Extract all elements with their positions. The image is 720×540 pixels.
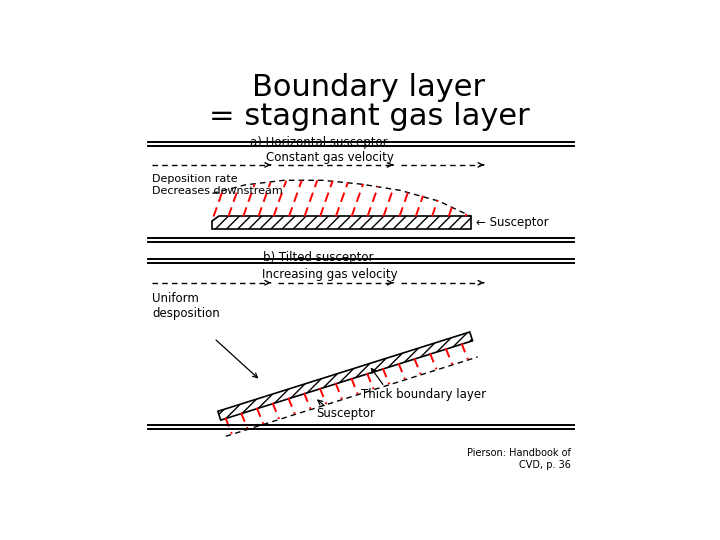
Text: Boundary layer: Boundary layer — [253, 72, 485, 102]
Text: Uniform
desposition: Uniform desposition — [152, 292, 220, 320]
Text: a) Horizontal susceptor: a) Horizontal susceptor — [250, 136, 387, 148]
Text: Deposition rate
Decreases downstream: Deposition rate Decreases downstream — [152, 174, 283, 195]
Text: Constant gas velocity: Constant gas velocity — [266, 151, 394, 164]
Text: Thick boundary layer: Thick boundary layer — [361, 388, 487, 401]
Polygon shape — [212, 217, 472, 229]
Polygon shape — [218, 332, 472, 420]
Text: Susceptor: Susceptor — [316, 408, 375, 421]
Text: Increasing gas velocity: Increasing gas velocity — [262, 268, 398, 281]
Text: Pierson: Handbook of
CVD, p. 36: Pierson: Handbook of CVD, p. 36 — [467, 448, 570, 470]
Text: ← Susceptor: ← Susceptor — [476, 216, 549, 229]
Text: b) Tilted susceptor: b) Tilted susceptor — [264, 251, 374, 264]
Text: = stagnant gas layer: = stagnant gas layer — [209, 102, 529, 131]
